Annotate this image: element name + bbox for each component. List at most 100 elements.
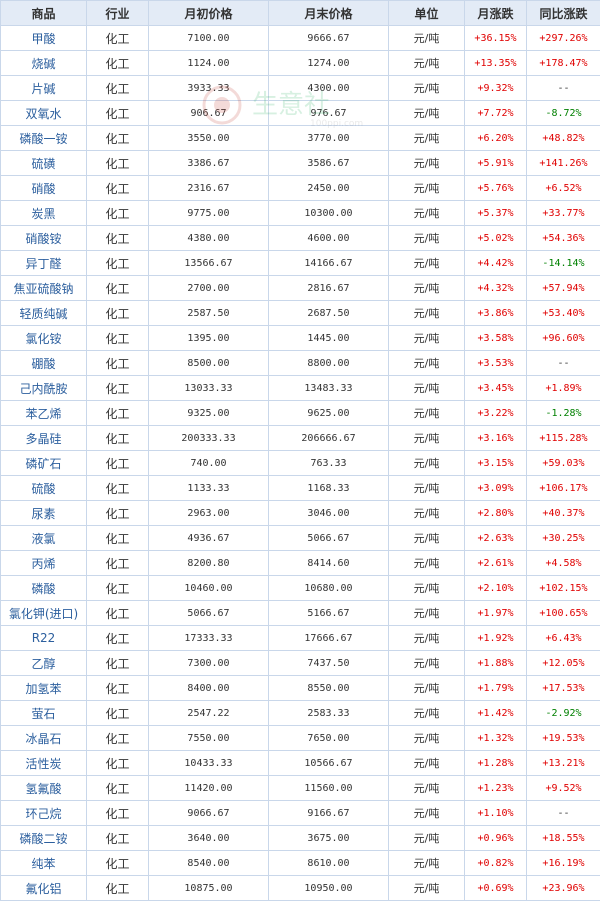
end-price-cell: 2687.50 [269,301,389,326]
start-price-cell: 8200.80 [149,551,269,576]
commodity-cell[interactable]: 冰晶石 [1,726,87,751]
industry-cell: 化工 [87,701,149,726]
end-price-cell: 9625.00 [269,401,389,426]
commodity-cell[interactable]: 氟化铝 [1,876,87,901]
commodity-cell[interactable]: 硝酸 [1,176,87,201]
yoy-change-cell: +23.96% [527,876,600,901]
commodity-cell[interactable]: 氯化铵 [1,326,87,351]
commodity-cell[interactable]: 萤石 [1,701,87,726]
end-price-cell: 7437.50 [269,651,389,676]
header-start-price[interactable]: 月初价格 [149,1,269,26]
start-price-cell: 906.67 [149,101,269,126]
commodity-cell[interactable]: 苯乙烯 [1,401,87,426]
monthly-change-cell: +2.80% [465,501,527,526]
header-yoy-change[interactable]: 同比涨跌 [527,1,600,26]
unit-cell: 元/吨 [389,801,465,826]
commodity-cell[interactable]: 焦亚硫酸钠 [1,276,87,301]
commodity-cell[interactable]: 纯苯 [1,851,87,876]
commodity-cell[interactable]: 液氯 [1,526,87,551]
header-industry[interactable]: 行业 [87,1,149,26]
yoy-change-cell: +16.19% [527,851,600,876]
industry-cell: 化工 [87,201,149,226]
commodity-cell[interactable]: 磷酸二铵 [1,826,87,851]
monthly-change-cell: +1.28% [465,751,527,776]
end-price-cell: 10566.67 [269,751,389,776]
unit-cell: 元/吨 [389,76,465,101]
commodity-cell[interactable]: 片碱 [1,76,87,101]
industry-cell: 化工 [87,101,149,126]
monthly-change-cell: +3.53% [465,351,527,376]
monthly-change-cell: +0.69% [465,876,527,901]
commodity-cell[interactable]: 磷酸 [1,576,87,601]
commodity-cell[interactable]: 硼酸 [1,351,87,376]
commodity-cell[interactable]: 轻质纯碱 [1,301,87,326]
commodity-cell[interactable]: 多晶硅 [1,426,87,451]
end-price-cell: 10300.00 [269,201,389,226]
end-price-cell: 5166.67 [269,601,389,626]
end-price-cell: 3770.00 [269,126,389,151]
commodity-cell[interactable]: 异丁醛 [1,251,87,276]
commodity-cell[interactable]: 活性炭 [1,751,87,776]
header-end-price[interactable]: 月末价格 [269,1,389,26]
commodity-cell[interactable]: 甲酸 [1,26,87,51]
unit-cell: 元/吨 [389,301,465,326]
industry-cell: 化工 [87,626,149,651]
commodity-cell[interactable]: 氢氟酸 [1,776,87,801]
end-price-cell: 1445.00 [269,326,389,351]
unit-cell: 元/吨 [389,626,465,651]
commodity-cell[interactable]: 硝酸铵 [1,226,87,251]
commodity-cell[interactable]: 磷酸一铵 [1,126,87,151]
end-price-cell: 3675.00 [269,826,389,851]
commodity-cell[interactable]: R22 [1,626,87,651]
start-price-cell: 740.00 [149,451,269,476]
commodity-cell[interactable]: 烧碱 [1,51,87,76]
monthly-change-cell: +5.02% [465,226,527,251]
yoy-change-cell: +59.03% [527,451,600,476]
commodity-cell[interactable]: 硫磺 [1,151,87,176]
end-price-cell: 3586.67 [269,151,389,176]
commodity-cell[interactable]: 己内酰胺 [1,376,87,401]
start-price-cell: 3386.67 [149,151,269,176]
header-monthly-change[interactable]: 月涨跌 [465,1,527,26]
commodity-cell[interactable]: 炭黑 [1,201,87,226]
unit-cell: 元/吨 [389,376,465,401]
commodity-cell[interactable]: 双氧水 [1,101,87,126]
header-unit[interactable]: 单位 [389,1,465,26]
yoy-change-cell: +19.53% [527,726,600,751]
unit-cell: 元/吨 [389,26,465,51]
industry-cell: 化工 [87,751,149,776]
end-price-cell: 5066.67 [269,526,389,551]
yoy-change-cell: +17.53% [527,676,600,701]
start-price-cell: 4936.67 [149,526,269,551]
unit-cell: 元/吨 [389,51,465,76]
commodity-cell[interactable]: 环己烷 [1,801,87,826]
unit-cell: 元/吨 [389,551,465,576]
table-header-row: 商品 行业 月初价格 月末价格 单位 月涨跌 同比涨跌 [1,1,600,26]
commodity-cell[interactable]: 尿素 [1,501,87,526]
end-price-cell: 4600.00 [269,226,389,251]
yoy-change-cell: +96.60% [527,326,600,351]
header-commodity[interactable]: 商品 [1,1,87,26]
industry-cell: 化工 [87,126,149,151]
commodity-cell[interactable]: 磷矿石 [1,451,87,476]
commodity-cell[interactable]: 乙醇 [1,651,87,676]
unit-cell: 元/吨 [389,276,465,301]
commodity-cell[interactable]: 丙烯 [1,551,87,576]
end-price-cell: 3046.00 [269,501,389,526]
commodity-cell[interactable]: 硫酸 [1,476,87,501]
start-price-cell: 11420.00 [149,776,269,801]
commodity-cell[interactable]: 加氢苯 [1,676,87,701]
commodity-cell[interactable]: 氯化钾(进口) [1,601,87,626]
monthly-change-cell: +3.22% [465,401,527,426]
monthly-change-cell: +3.45% [465,376,527,401]
yoy-change-cell: +13.21% [527,751,600,776]
